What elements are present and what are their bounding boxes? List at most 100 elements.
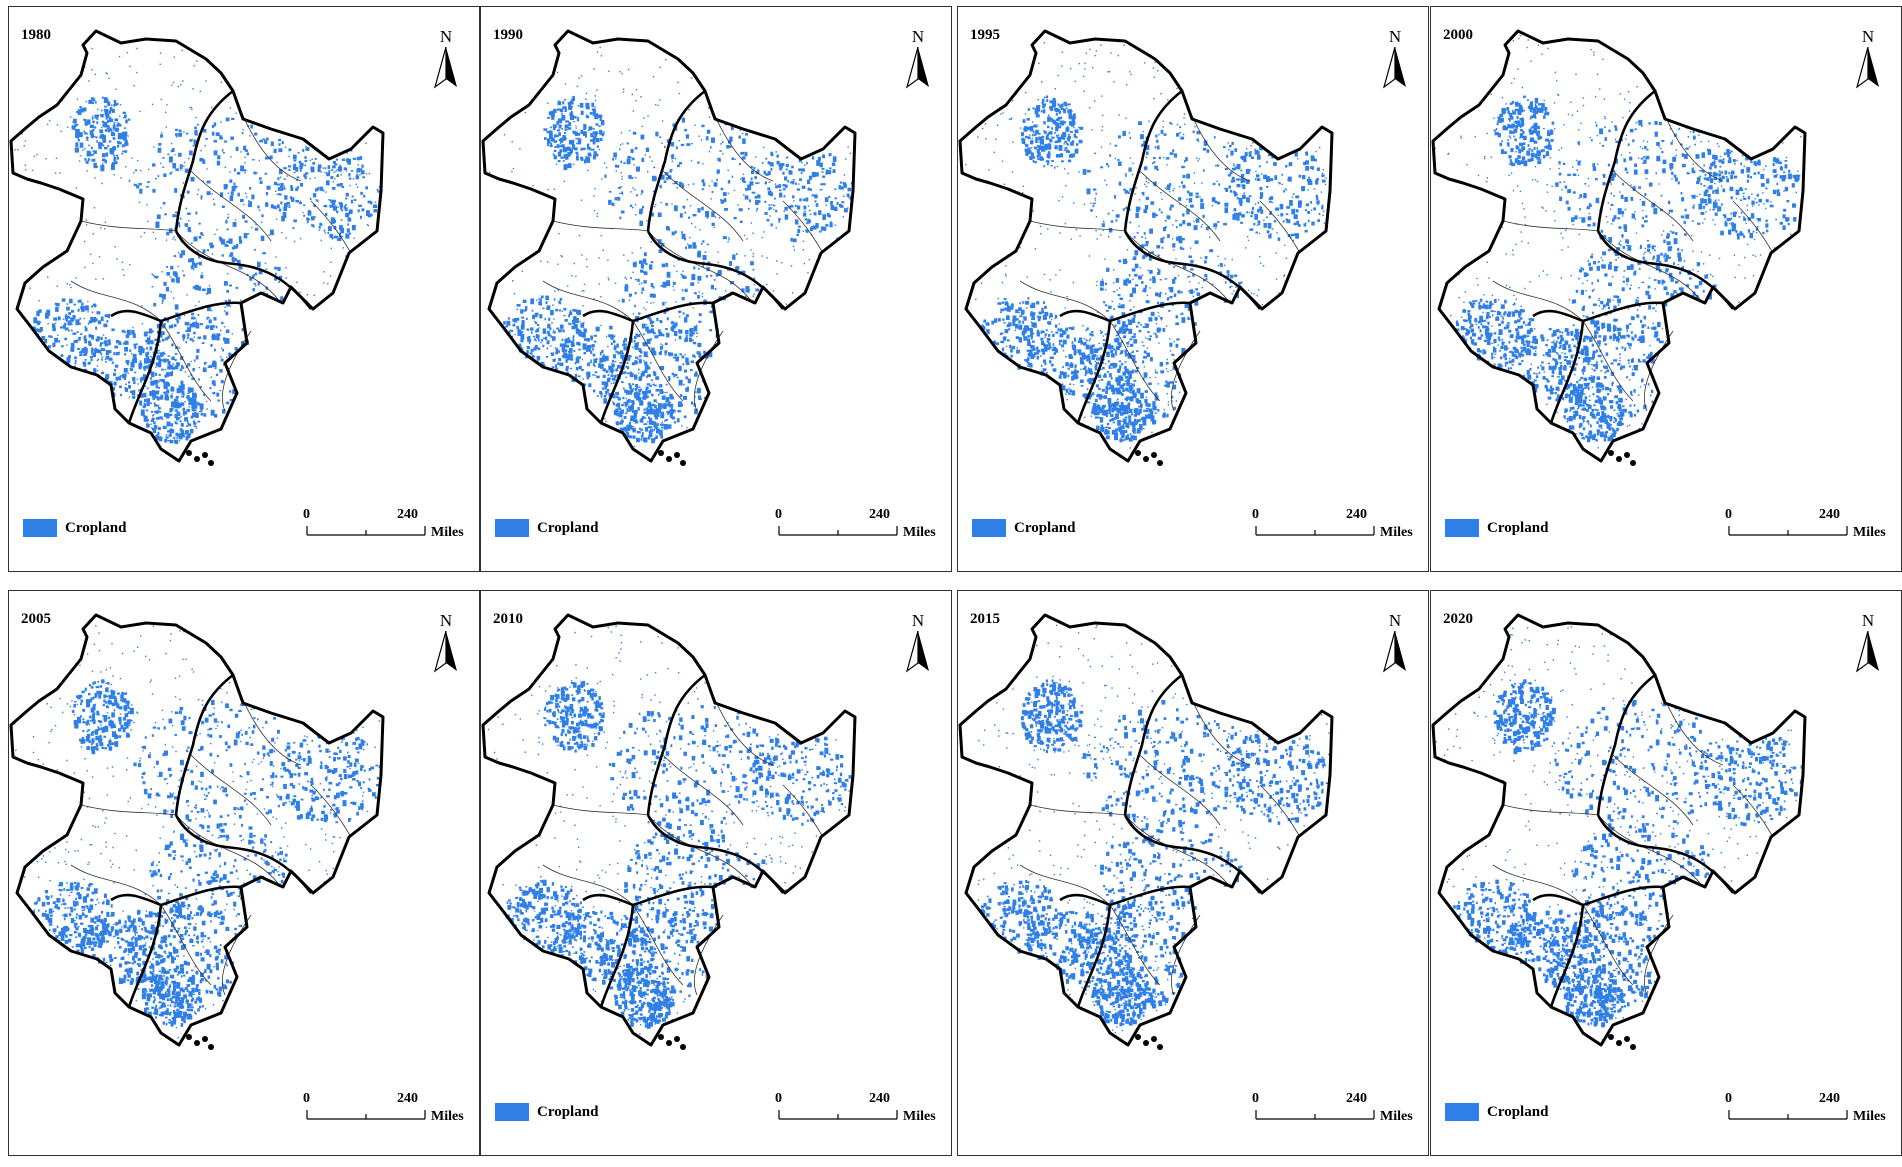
scale-start-label: 0 — [775, 1091, 782, 1106]
scale-start-label: 0 — [303, 1091, 310, 1106]
scale-bar: 0 240 Miles — [303, 507, 464, 547]
cropland-map — [958, 29, 1334, 466]
cropland-map — [9, 613, 385, 1050]
scale-bar-line — [306, 526, 426, 536]
province-boundaries — [1059, 673, 1262, 1008]
north-arrow: N — [429, 27, 463, 91]
scale-unit-label: Miles — [1853, 1109, 1886, 1124]
county-boundaries — [70, 674, 352, 996]
region-outline — [958, 613, 1334, 1047]
scale-bar: 0 240 Miles — [1252, 1091, 1413, 1131]
scale-end-label: 240 — [869, 1091, 890, 1106]
scale-end-label: 240 — [1819, 507, 1840, 522]
north-arrow-icon — [433, 47, 457, 89]
region-outline — [9, 613, 385, 1047]
scale-start-label: 0 — [1725, 507, 1732, 522]
map-panel-1995: 1995 N Cropland 0 240 Miles — [957, 6, 1429, 572]
scale-end-label: 240 — [1819, 1091, 1840, 1106]
scale-bar: 0 240 Miles — [1725, 507, 1886, 547]
province-boundaries — [110, 673, 313, 1008]
cropland-map — [481, 613, 857, 1050]
province-boundaries — [110, 89, 313, 424]
north-arrow-icon — [905, 47, 929, 89]
legend: Cropland — [495, 519, 598, 537]
legend-label: Cropland — [537, 519, 599, 536]
scale-unit-label: Miles — [1380, 1109, 1413, 1124]
legend-label: Cropland — [1487, 1103, 1549, 1120]
province-boundaries — [582, 89, 785, 424]
scale-unit-label: Miles — [431, 1109, 464, 1124]
legend-swatch-cropland — [495, 1103, 529, 1121]
scale-bar-line — [306, 1110, 426, 1120]
north-arrow: N — [1851, 611, 1885, 675]
north-label: N — [1861, 27, 1875, 46]
scale-start-label: 0 — [1725, 1091, 1732, 1106]
north-arrow-icon — [1855, 631, 1879, 673]
scale-unit-label: Miles — [431, 525, 464, 540]
panel-year-label: 2015 — [970, 611, 1000, 627]
legend-swatch-cropland — [23, 519, 57, 537]
cropland-map — [1431, 29, 1807, 466]
region-outline — [1431, 613, 1807, 1047]
cropland-map — [481, 29, 857, 466]
map-panel-2000: 2000 N Cropland 0 240 Miles — [1430, 6, 1902, 572]
legend-swatch-cropland — [495, 519, 529, 537]
legend-swatch-cropland — [972, 519, 1006, 537]
panel-year-label: 2005 — [21, 611, 51, 627]
cropland-area — [977, 624, 1332, 1044]
cropland-map — [9, 29, 385, 466]
scale-end-label: 240 — [1346, 1091, 1367, 1106]
cropland-area — [962, 36, 1327, 449]
panel-year-label: 2000 — [1443, 27, 1473, 43]
scale-start-label: 0 — [1252, 507, 1259, 522]
cropland-area — [11, 47, 383, 452]
north-arrow: N — [429, 611, 463, 675]
county-boundaries — [70, 90, 352, 412]
scale-bar: 0 240 Miles — [1252, 507, 1413, 547]
scale-unit-label: Miles — [903, 1109, 936, 1124]
legend-label: Cropland — [65, 519, 127, 536]
map-panel-2005: 2005 N 0 240 Miles — [8, 590, 480, 1156]
scale-start-label: 0 — [1252, 1091, 1259, 1106]
north-arrow-icon — [433, 631, 457, 673]
north-arrow-icon — [1855, 47, 1879, 89]
scale-end-label: 240 — [397, 1091, 418, 1106]
region-outline — [958, 29, 1334, 463]
north-arrow: N — [901, 611, 935, 675]
scale-end-label: 240 — [869, 507, 890, 522]
scale-bar-line — [1728, 1110, 1848, 1120]
map-panel-2010: 2010 N Cropland 0 240 Miles — [480, 590, 952, 1156]
scale-start-label: 0 — [303, 507, 310, 522]
county-boundaries — [1019, 674, 1301, 996]
north-arrow-icon — [1382, 631, 1406, 673]
scale-bar-line — [1255, 526, 1375, 536]
legend: Cropland — [23, 519, 126, 537]
north-label: N — [439, 611, 453, 630]
scale-unit-label: Miles — [903, 525, 936, 540]
cropland-area — [1435, 626, 1804, 1041]
panel-year-label: 2010 — [493, 611, 523, 627]
cropland-area — [1434, 35, 1803, 449]
scale-end-label: 240 — [1346, 507, 1367, 522]
legend: Cropland — [972, 519, 1075, 537]
cropland-map — [1431, 613, 1807, 1050]
province-boundaries — [1059, 89, 1262, 424]
map-panel-1990: 1990 N Cropland 0 240 Miles — [480, 6, 952, 572]
province-boundaries — [1532, 673, 1735, 1008]
scale-bar-line — [1255, 1110, 1375, 1120]
scale-bar: 0 240 Miles — [1725, 1091, 1886, 1131]
north-arrow-icon — [1382, 47, 1406, 89]
scale-bar-line — [778, 1110, 898, 1120]
north-label: N — [1388, 611, 1402, 630]
panel-year-label: 1980 — [21, 27, 51, 43]
legend-label: Cropland — [1487, 519, 1549, 536]
scale-bar: 0 240 Miles — [775, 1091, 936, 1131]
region-outline — [481, 29, 857, 463]
panel-year-label: 2020 — [1443, 611, 1473, 627]
legend-label: Cropland — [537, 1103, 599, 1120]
panel-year-label: 1995 — [970, 27, 1000, 43]
scale-unit-label: Miles — [1380, 525, 1413, 540]
legend-label: Cropland — [1014, 519, 1076, 536]
scale-bar: 0 240 Miles — [303, 1091, 464, 1131]
